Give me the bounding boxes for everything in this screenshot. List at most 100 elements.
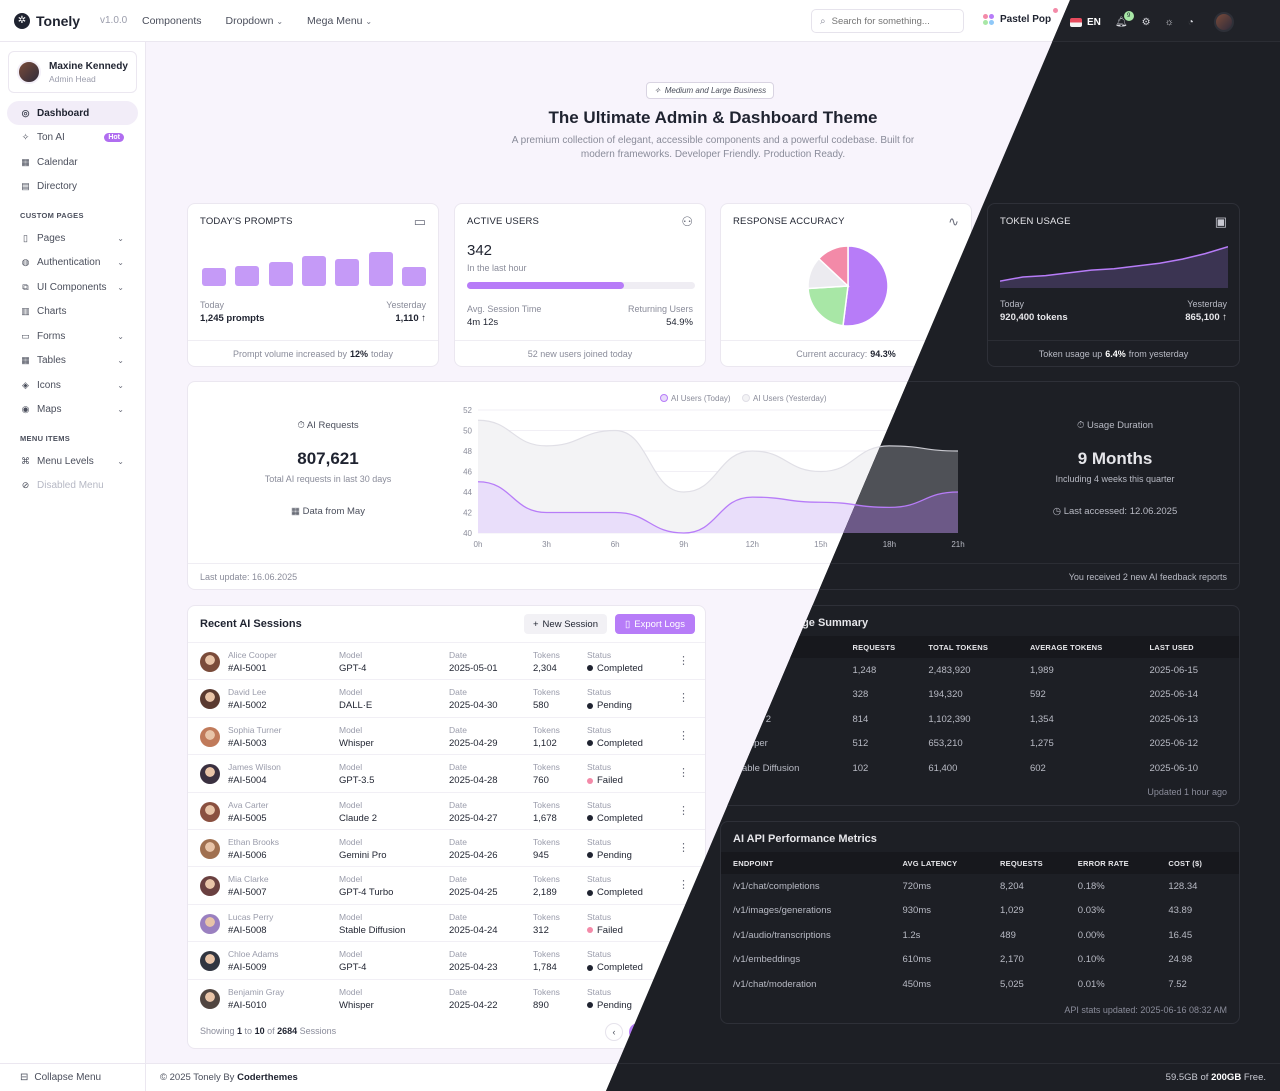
table-cell: 1,354 <box>1029 713 1054 725</box>
table-row[interactable]: DALL·E 328 194,320 592 2025-06-14 <box>721 683 1239 708</box>
table-row[interactable]: /v1/chat/moderation 450ms 5,025 0.01% 7.52 <box>721 972 1239 997</box>
sidebar-item-dashboard[interactable]: ◎ Dashboard <box>7 101 138 125</box>
table-row[interactable]: Ethan Brooks #AI-5006 Model Gemini Pro Date 2… <box>188 829 705 866</box>
new-session-button[interactable]: + New Session <box>524 614 607 634</box>
page-2-button[interactable]: 2 <box>653 1023 671 1041</box>
theme-dot <box>1053 8 1059 13</box>
tokens-value: 1,784 <box>533 962 557 974</box>
chevron-down-icon: ⌄ <box>276 16 284 26</box>
more-vertical-icon[interactable]: ⋮ <box>678 655 689 667</box>
model-label: Model <box>339 949 363 960</box>
progress-track <box>467 282 695 289</box>
nav-mega-menu[interactable]: Mega Menu ⌄ <box>307 15 372 27</box>
table-row[interactable]: /v1/embeddings 610ms 2,170 0.10% 24.98 <box>721 948 1239 973</box>
sidebar-item-tables[interactable]: ▦ Tables ⌄ <box>0 349 138 373</box>
tokens-label: Tokens <box>533 799 560 810</box>
hot-badge: Hot <box>104 133 124 142</box>
more-vertical-icon[interactable]: ⋮ <box>678 767 689 780</box>
more-vertical-icon[interactable]: ⋮ <box>678 879 689 892</box>
chevron-down-icon: ⌄ <box>117 282 124 292</box>
table-row[interactable]: Benjamin Gray #AI-5010 Model Whisper Date 202… <box>188 978 705 1016</box>
sidebar-item-forms[interactable]: ▭ Forms ⌄ <box>0 324 138 348</box>
table-cell: 2025-06-13 <box>1149 713 1199 725</box>
table-row[interactable]: /v1/images/generations 930ms 1,029 0.03% 43.… <box>721 899 1239 924</box>
sidebar-item-ui-components[interactable]: ⧉ UI Components ⌄ <box>0 275 138 299</box>
table-row[interactable]: Alice Cooper #AI-5001 Model GPT-4 Date 2025-0… <box>188 642 705 679</box>
model-label: Model <box>339 724 363 735</box>
cell: Tokens 1,784 <box>533 949 560 973</box>
brand[interactable]: ✲ Tonely <box>0 12 100 29</box>
requests-card: ⏱ AI Requests 807,621 Total AI requests … <box>187 381 1240 590</box>
model-label: Model <box>339 837 363 847</box>
table-row[interactable]: Chloe Adams #AI-5009 Model GPT-4 Date 2025-04… <box>188 941 705 978</box>
table-row[interactable]: Sophia Turner #AI-5003 Model Whisper Date 202… <box>188 716 705 754</box>
table-row[interactable]: Whisper 512 653,210 1,275 2025-06-12 <box>721 732 1239 757</box>
more-vertical-icon[interactable]: ⋮ <box>678 954 689 967</box>
collapse-label: Collapse Menu <box>34 1072 102 1083</box>
table-row[interactable]: James Wilson #AI-5004 Model GPT-3.5 Date 2025… <box>188 754 705 791</box>
date-value: 2025-04-27 <box>449 812 498 824</box>
legend-label[interactable]: AI Users (Today) <box>671 394 731 403</box>
next-page-button[interactable]: › <box>677 1023 695 1041</box>
more-vertical-icon[interactable]: ⋮ <box>678 692 689 705</box>
table-cell: 128.34 <box>1168 880 1198 892</box>
status-text: Failed <box>597 775 623 787</box>
table-row[interactable]: Stable Diffusion 102 61,400 602 2025-06-10 <box>721 756 1239 781</box>
user-card[interactable]: Maxine Kennedy Admin Head <box>8 51 137 93</box>
more-vertical-icon[interactable]: ⋮ <box>678 842 689 854</box>
hero-subtitle: A premium collection of elegant, accessi… <box>511 135 915 160</box>
table-row[interactable]: /v1/chat/completions 720ms 8,204 0.18% 128.3… <box>721 874 1239 899</box>
nav-dropdown[interactable]: Dropdown ⌄ <box>226 15 284 27</box>
sidebar-item-menu-levels[interactable]: ⌘ Menu Levels ⌄ <box>0 449 138 473</box>
chevron-down-icon: ⌄ <box>117 356 124 365</box>
sidebar-item-charts[interactable]: ▥ Charts <box>0 300 138 324</box>
table-row[interactable]: Ava Carter #AI-5005 Model Claude 2 Date 2025-… <box>188 791 705 829</box>
table-row[interactable]: /v1/audio/transcriptions 1.2s 489 0.00% 16.4… <box>721 923 1239 948</box>
sidebar-item-calendar[interactable]: ▦ Calendar <box>0 150 138 174</box>
table-row[interactable]: Claude 2 814 1,102,390 1,354 2025-06-13 <box>721 707 1239 732</box>
tokens-value: 945 <box>533 850 549 861</box>
footer-text: Token usage up <box>1038 348 1103 359</box>
sidebar-item-ton-ai[interactable]: ✧ Ton AI Hot <box>0 126 138 150</box>
date-value: 2025-04-25 <box>449 887 498 899</box>
page-1-button[interactable]: 1 <box>629 1023 647 1041</box>
table-row[interactable]: GPT-4 1,248 2,483,920 1,989 2025-06-15 <box>721 658 1239 683</box>
model-value: GPT-3.5 <box>339 775 375 787</box>
model-usage-footer: Updated 1 hour ago <box>1147 787 1227 797</box>
sidebar-item-label: Pages <box>37 232 66 244</box>
table-row[interactable]: Mia Clarke #AI-5007 Model GPT-4 Turbo Date 20… <box>188 866 705 903</box>
collapse-menu-button[interactable]: ⊟ Collapse Menu <box>0 1063 146 1091</box>
y-tick-label: 50 <box>463 427 472 436</box>
status-dot <box>587 777 593 784</box>
more-vertical-icon[interactable]: ⋮ <box>678 729 689 742</box>
sidebar-item-disabled-menu: ⊘ Disabled Menu <box>0 474 138 498</box>
prompts-right-label: Yesterday <box>386 300 426 310</box>
status-text: Pending <box>597 850 632 861</box>
sidebar-item-pages[interactable]: ▯ Pages ⌄ <box>0 226 138 250</box>
prev-page-button[interactable]: ‹ <box>605 1023 623 1041</box>
sidebar-item-directory[interactable]: ▤ Directory <box>0 175 138 199</box>
more-vertical-icon[interactable]: ⋮ <box>678 916 689 929</box>
table-row[interactable]: Lucas Perry #AI-5008 Model Stable Diffusion… <box>188 903 705 941</box>
legend-label[interactable]: AI Users (Yesterday) <box>753 394 827 403</box>
sessions-list: Alice Cooper #AI-5001 Model GPT-4 Date 2025-0… <box>188 642 705 1016</box>
sidebar-item-maps[interactable]: ◉ Maps ⌄ <box>0 398 138 422</box>
table-cell: 0.18% <box>1077 880 1105 892</box>
table-row[interactable]: David Lee #AI-5002 Model DALL·E Date 2025-04-… <box>188 679 705 716</box>
more-vertical-icon[interactable]: ⋮ <box>678 991 689 1004</box>
sidebar-item-authentication[interactable]: ◍ Authentication ⌄ <box>0 251 138 275</box>
nav-components[interactable]: Components <box>142 14 202 27</box>
sidebar-item-icons[interactable]: ◈ Icons ⌄ <box>0 373 138 397</box>
table-cell: 1,989 <box>1029 664 1054 676</box>
model-value: Claude 2 <box>339 812 378 824</box>
more-vertical-icon[interactable]: ⋮ <box>678 804 689 817</box>
tokens-value: 1,102 <box>533 737 557 749</box>
theme-switcher[interactable]: Pastel Pop <box>983 8 1059 25</box>
legend-marker <box>660 394 668 402</box>
nav-mega-menu-label: Mega Menu <box>307 14 363 27</box>
export-logs-button[interactable]: ▯ Export Logs <box>615 614 695 634</box>
requests-label-text: AI Requests <box>306 420 359 431</box>
search-input[interactable] <box>831 15 952 27</box>
cell: Model GPT-4 <box>339 949 366 973</box>
table-cell: /v1/images/generations <box>733 905 832 917</box>
